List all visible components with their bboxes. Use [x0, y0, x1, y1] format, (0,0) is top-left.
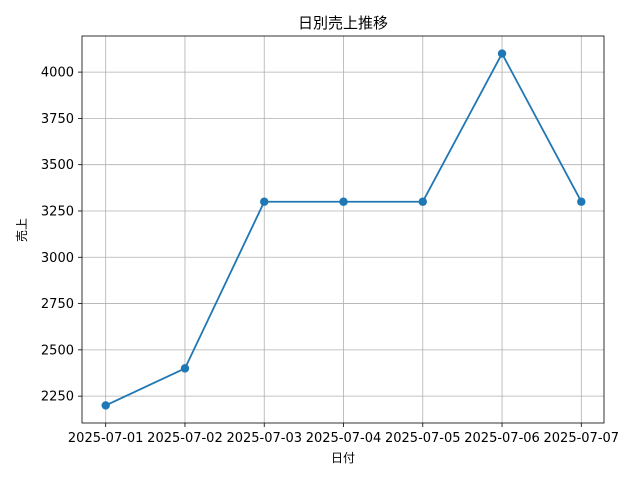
y-tick-label: 2750	[41, 297, 74, 312]
x-axis: 2025-07-01 2025-07-02 2025-07-03 2025-07-04…	[68, 423, 619, 446]
x-tick-label: 2025-07-02	[147, 431, 223, 446]
x-tick-label: 2025-07-01	[68, 431, 144, 446]
x-tick-label: 2025-07-07	[544, 431, 620, 446]
data-point	[101, 401, 110, 410]
data-point	[339, 197, 348, 206]
x-axis-label: 日付	[331, 451, 355, 465]
y-axis: 2250 2500 2750 3000 3250 3500 3750 4000	[41, 66, 82, 405]
data-point	[180, 364, 190, 373]
y-axis-label: 売上	[14, 218, 29, 242]
y-tick-label: 3500	[41, 158, 74, 173]
data-point	[577, 197, 586, 206]
data-point	[497, 49, 507, 58]
y-tick-label: 4000	[41, 66, 74, 81]
grid-lines	[82, 36, 604, 423]
y-tick-label: 2250	[41, 390, 74, 405]
y-tick-label: 3250	[41, 204, 74, 219]
x-tick-label: 2025-07-06	[464, 431, 540, 446]
y-tick-label: 2500	[41, 343, 74, 358]
plot-frame	[81, 35, 605, 424]
y-tick-label: 3000	[41, 251, 74, 266]
x-tick-label: 2025-07-05	[385, 431, 461, 446]
chart-title: 日別売上推移	[298, 14, 388, 32]
y-tick-label: 3750	[41, 112, 74, 127]
x-tick-label: 2025-07-04	[306, 431, 382, 446]
data-point	[260, 197, 269, 206]
x-tick-label: 2025-07-03	[226, 431, 302, 446]
series-group	[101, 49, 586, 410]
data-point	[418, 197, 427, 206]
